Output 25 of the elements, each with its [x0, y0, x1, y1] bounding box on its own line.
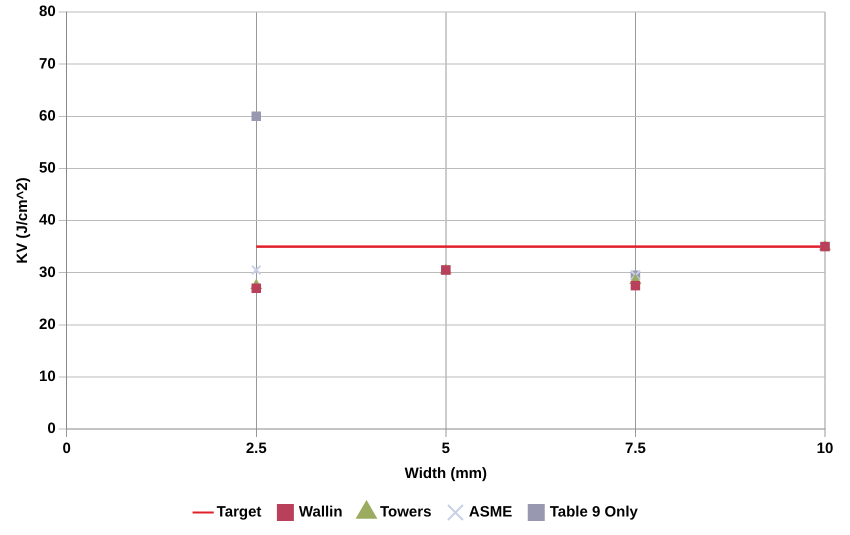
y-tick-label: 0	[47, 420, 56, 438]
y-tick-label: 60	[38, 107, 56, 124]
y-axis-title: KV (J/cm^2)	[14, 177, 32, 264]
x-tick-label: 7.5	[624, 440, 646, 458]
x-tick-label: 10	[816, 440, 834, 458]
legend-label: Towers	[380, 504, 432, 521]
y-tick-label: 50	[38, 160, 56, 177]
legend-label: ASME	[468, 504, 512, 521]
y-tick-label: 80	[38, 3, 56, 20]
y-tick-label: 70	[38, 55, 56, 72]
x-tick-label: 2.5	[246, 440, 267, 458]
point	[252, 284, 262, 294]
x-tick-label: 5	[442, 440, 450, 458]
x-axis-title: Width (mm)	[404, 465, 488, 482]
y-tick-label: 20	[38, 316, 56, 333]
legend-label: Target	[216, 504, 262, 521]
y-tick-label: 30	[38, 264, 56, 281]
y-tick-label: 10	[38, 368, 56, 386]
point	[252, 112, 262, 121]
legend-label: Table 9 Only	[550, 504, 638, 521]
y-tick-label: 40	[38, 212, 56, 229]
legend-label: Wallin	[298, 504, 343, 521]
point	[251, 264, 262, 276]
point	[630, 280, 640, 290]
x-tick-label: 0	[62, 440, 71, 458]
